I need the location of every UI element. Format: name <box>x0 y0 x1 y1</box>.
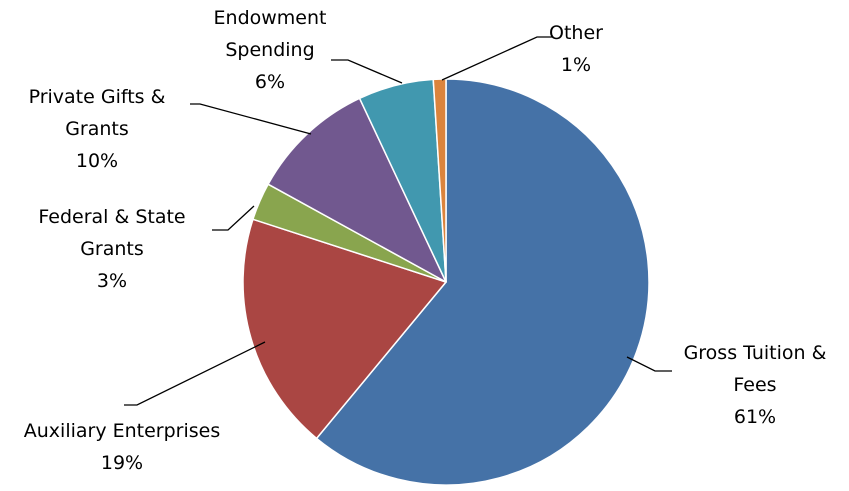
slice-label-federal-and-state-grants: Federal & State Grants 3% <box>38 206 185 292</box>
pie-slice-private-gifts-and-grants <box>267 97 447 283</box>
slice-name-label: Grants <box>80 238 144 260</box>
slice-name-label: Private Gifts & <box>29 86 166 108</box>
pie-slice-other <box>432 78 447 283</box>
slice-label-gross-tuition-and-fees: Gross Tuition & Fees 61% <box>684 342 827 428</box>
slice-name-label: Federal & State <box>38 206 185 228</box>
slice-name-label: Fees <box>733 374 776 396</box>
leader-line-endowment-spending <box>331 59 403 84</box>
slice-name-label: Grants <box>65 118 129 140</box>
leader-line-gross-tuition-and-fees <box>626 356 672 372</box>
slice-percent-label: 19% <box>101 452 143 474</box>
slice-label-other: Other 1% <box>549 22 603 76</box>
leader-line-other <box>441 36 553 81</box>
slice-percent-label: 3% <box>97 270 127 292</box>
slice-percent-label: 10% <box>76 150 118 172</box>
slice-name-label: Auxiliary Enterprises <box>24 420 221 442</box>
slice-name-label: Other <box>549 22 603 44</box>
slice-percent-label: 6% <box>255 71 285 93</box>
slice-name-label: Endowment <box>214 7 327 29</box>
slice-percent-label: 1% <box>561 54 591 76</box>
slice-label-endowment-spending: Endowment Spending 6% <box>214 7 327 93</box>
slice-name-label: Gross Tuition & <box>684 342 827 364</box>
pie-slice-gross-tuition-and-fees <box>315 78 650 486</box>
slice-name-label: Spending <box>225 39 314 61</box>
slice-label-private-gifts-and-grants: Private Gifts & Grants 10% <box>29 86 166 172</box>
leader-line-private-gifts-and-grants <box>190 103 312 135</box>
leader-line-federal-and-state-grants <box>212 205 255 231</box>
slice-percent-label: 61% <box>734 406 776 428</box>
slice-label-auxiliary-enterprises: Auxiliary Enterprises 19% <box>24 420 221 474</box>
pie-slice-auxiliary-enterprises <box>242 218 447 440</box>
leader-line-auxiliary-enterprises <box>124 341 266 406</box>
